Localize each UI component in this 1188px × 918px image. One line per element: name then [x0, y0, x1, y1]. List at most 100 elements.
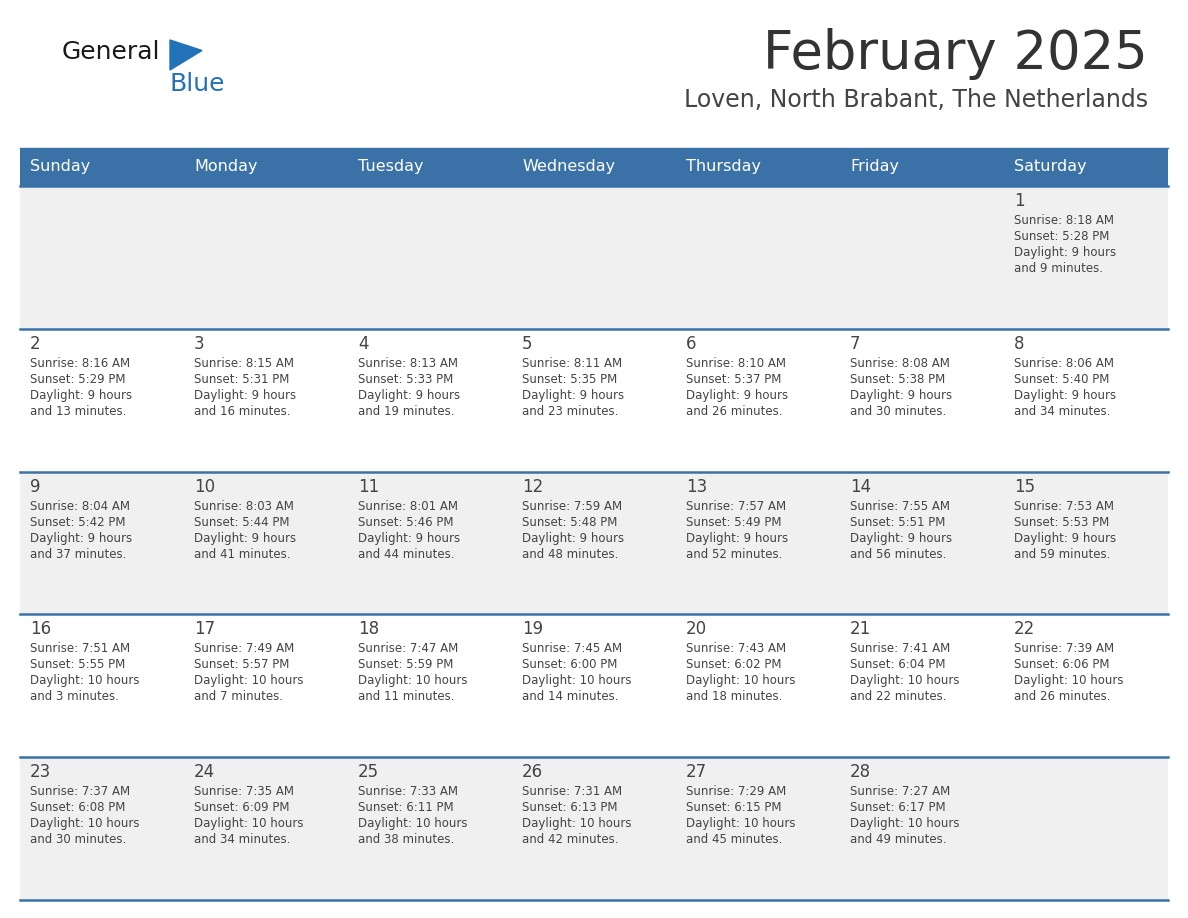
Text: and 23 minutes.: and 23 minutes.	[522, 405, 619, 418]
Text: Sunset: 5:33 PM: Sunset: 5:33 PM	[358, 373, 454, 386]
Text: 28: 28	[849, 763, 871, 781]
Text: and 13 minutes.: and 13 minutes.	[30, 405, 126, 418]
Text: and 19 minutes.: and 19 minutes.	[358, 405, 455, 418]
Text: and 22 minutes.: and 22 minutes.	[849, 690, 947, 703]
Text: Sunrise: 8:06 AM: Sunrise: 8:06 AM	[1015, 357, 1114, 370]
Text: Wednesday: Wednesday	[522, 160, 615, 174]
Text: 11: 11	[358, 477, 379, 496]
Text: Daylight: 9 hours: Daylight: 9 hours	[358, 389, 460, 402]
Text: 25: 25	[358, 763, 379, 781]
Text: Sunrise: 8:01 AM: Sunrise: 8:01 AM	[358, 499, 459, 512]
Text: and 48 minutes.: and 48 minutes.	[522, 548, 619, 561]
Text: Sunrise: 7:45 AM: Sunrise: 7:45 AM	[522, 643, 623, 655]
Text: Sunset: 5:53 PM: Sunset: 5:53 PM	[1015, 516, 1110, 529]
Text: Sunset: 5:31 PM: Sunset: 5:31 PM	[194, 373, 290, 386]
Bar	[20, 148, 1168, 186]
Text: 4: 4	[358, 335, 368, 353]
Text: Sunset: 5:48 PM: Sunset: 5:48 PM	[522, 516, 618, 529]
Bar	[20, 614, 1168, 757]
Text: Daylight: 9 hours: Daylight: 9 hours	[522, 532, 624, 544]
Text: Sunset: 5:38 PM: Sunset: 5:38 PM	[849, 373, 946, 386]
Text: Sunrise: 7:41 AM: Sunrise: 7:41 AM	[849, 643, 950, 655]
Text: Sunrise: 7:43 AM: Sunrise: 7:43 AM	[685, 643, 786, 655]
Text: and 34 minutes.: and 34 minutes.	[194, 834, 290, 846]
Text: 12: 12	[522, 477, 543, 496]
Text: 19: 19	[522, 621, 543, 638]
Polygon shape	[170, 40, 202, 70]
Text: Sunset: 5:51 PM: Sunset: 5:51 PM	[849, 516, 946, 529]
Text: Sunrise: 8:15 AM: Sunrise: 8:15 AM	[194, 357, 293, 370]
Text: and 41 minutes.: and 41 minutes.	[194, 548, 291, 561]
Text: Daylight: 10 hours: Daylight: 10 hours	[522, 817, 632, 830]
Text: Sunset: 6:06 PM: Sunset: 6:06 PM	[1015, 658, 1110, 671]
Text: Sunday: Sunday	[30, 160, 90, 174]
Text: Daylight: 10 hours: Daylight: 10 hours	[849, 817, 960, 830]
Text: Sunrise: 8:11 AM: Sunrise: 8:11 AM	[522, 357, 623, 370]
Text: Sunset: 6:15 PM: Sunset: 6:15 PM	[685, 801, 782, 814]
Text: and 45 minutes.: and 45 minutes.	[685, 834, 783, 846]
Text: Sunset: 5:29 PM: Sunset: 5:29 PM	[30, 373, 126, 386]
Text: 15: 15	[1015, 477, 1035, 496]
Text: 21: 21	[849, 621, 871, 638]
Text: Sunrise: 7:37 AM: Sunrise: 7:37 AM	[30, 785, 131, 798]
Text: Sunrise: 8:03 AM: Sunrise: 8:03 AM	[194, 499, 293, 512]
Text: Sunrise: 8:08 AM: Sunrise: 8:08 AM	[849, 357, 950, 370]
Text: Sunrise: 8:13 AM: Sunrise: 8:13 AM	[358, 357, 459, 370]
Text: 13: 13	[685, 477, 707, 496]
Text: Daylight: 9 hours: Daylight: 9 hours	[194, 532, 296, 544]
Text: Saturday: Saturday	[1015, 160, 1087, 174]
Text: Sunrise: 7:29 AM: Sunrise: 7:29 AM	[685, 785, 786, 798]
Text: 7: 7	[849, 335, 860, 353]
Text: Daylight: 10 hours: Daylight: 10 hours	[685, 817, 796, 830]
Text: Daylight: 10 hours: Daylight: 10 hours	[522, 675, 632, 688]
Text: Loven, North Brabant, The Netherlands: Loven, North Brabant, The Netherlands	[684, 88, 1148, 112]
Text: and 30 minutes.: and 30 minutes.	[849, 405, 947, 418]
Text: 26: 26	[522, 763, 543, 781]
Text: Daylight: 10 hours: Daylight: 10 hours	[194, 675, 303, 688]
Text: Monday: Monday	[194, 160, 258, 174]
Text: Daylight: 10 hours: Daylight: 10 hours	[1015, 675, 1124, 688]
Text: Daylight: 9 hours: Daylight: 9 hours	[522, 389, 624, 402]
Text: 14: 14	[849, 477, 871, 496]
Text: 17: 17	[194, 621, 215, 638]
Text: Sunset: 6:17 PM: Sunset: 6:17 PM	[849, 801, 946, 814]
Text: Daylight: 9 hours: Daylight: 9 hours	[30, 389, 132, 402]
Text: Sunrise: 7:35 AM: Sunrise: 7:35 AM	[194, 785, 293, 798]
Text: Sunset: 5:49 PM: Sunset: 5:49 PM	[685, 516, 782, 529]
Text: and 30 minutes.: and 30 minutes.	[30, 834, 126, 846]
Text: Daylight: 9 hours: Daylight: 9 hours	[685, 389, 788, 402]
Text: 5: 5	[522, 335, 532, 353]
Text: Daylight: 10 hours: Daylight: 10 hours	[358, 675, 468, 688]
Text: Friday: Friday	[849, 160, 899, 174]
Text: 10: 10	[194, 477, 215, 496]
Text: Sunset: 5:42 PM: Sunset: 5:42 PM	[30, 516, 126, 529]
Text: and 59 minutes.: and 59 minutes.	[1015, 548, 1111, 561]
Text: and 14 minutes.: and 14 minutes.	[522, 690, 619, 703]
Bar	[20, 472, 1168, 614]
Text: Sunrise: 7:33 AM: Sunrise: 7:33 AM	[358, 785, 459, 798]
Text: and 26 minutes.: and 26 minutes.	[1015, 690, 1111, 703]
Text: Daylight: 9 hours: Daylight: 9 hours	[1015, 532, 1116, 544]
Text: Sunset: 6:04 PM: Sunset: 6:04 PM	[849, 658, 946, 671]
Text: and 16 minutes.: and 16 minutes.	[194, 405, 291, 418]
Text: Daylight: 10 hours: Daylight: 10 hours	[194, 817, 303, 830]
Text: Sunset: 5:59 PM: Sunset: 5:59 PM	[358, 658, 454, 671]
Text: Sunrise: 7:57 AM: Sunrise: 7:57 AM	[685, 499, 786, 512]
Text: Sunrise: 7:51 AM: Sunrise: 7:51 AM	[30, 643, 131, 655]
Text: 9: 9	[30, 477, 40, 496]
Text: Daylight: 10 hours: Daylight: 10 hours	[358, 817, 468, 830]
Text: Sunset: 5:37 PM: Sunset: 5:37 PM	[685, 373, 782, 386]
Text: 3: 3	[194, 335, 204, 353]
Text: and 26 minutes.: and 26 minutes.	[685, 405, 783, 418]
Text: and 49 minutes.: and 49 minutes.	[849, 834, 947, 846]
Text: Daylight: 10 hours: Daylight: 10 hours	[685, 675, 796, 688]
Text: Sunrise: 7:53 AM: Sunrise: 7:53 AM	[1015, 499, 1114, 512]
Text: and 34 minutes.: and 34 minutes.	[1015, 405, 1111, 418]
Text: Sunset: 5:35 PM: Sunset: 5:35 PM	[522, 373, 618, 386]
Text: February 2025: February 2025	[763, 28, 1148, 80]
Text: Sunrise: 8:16 AM: Sunrise: 8:16 AM	[30, 357, 131, 370]
Text: 6: 6	[685, 335, 696, 353]
Text: and 7 minutes.: and 7 minutes.	[194, 690, 283, 703]
Text: and 44 minutes.: and 44 minutes.	[358, 548, 455, 561]
Text: 23: 23	[30, 763, 51, 781]
